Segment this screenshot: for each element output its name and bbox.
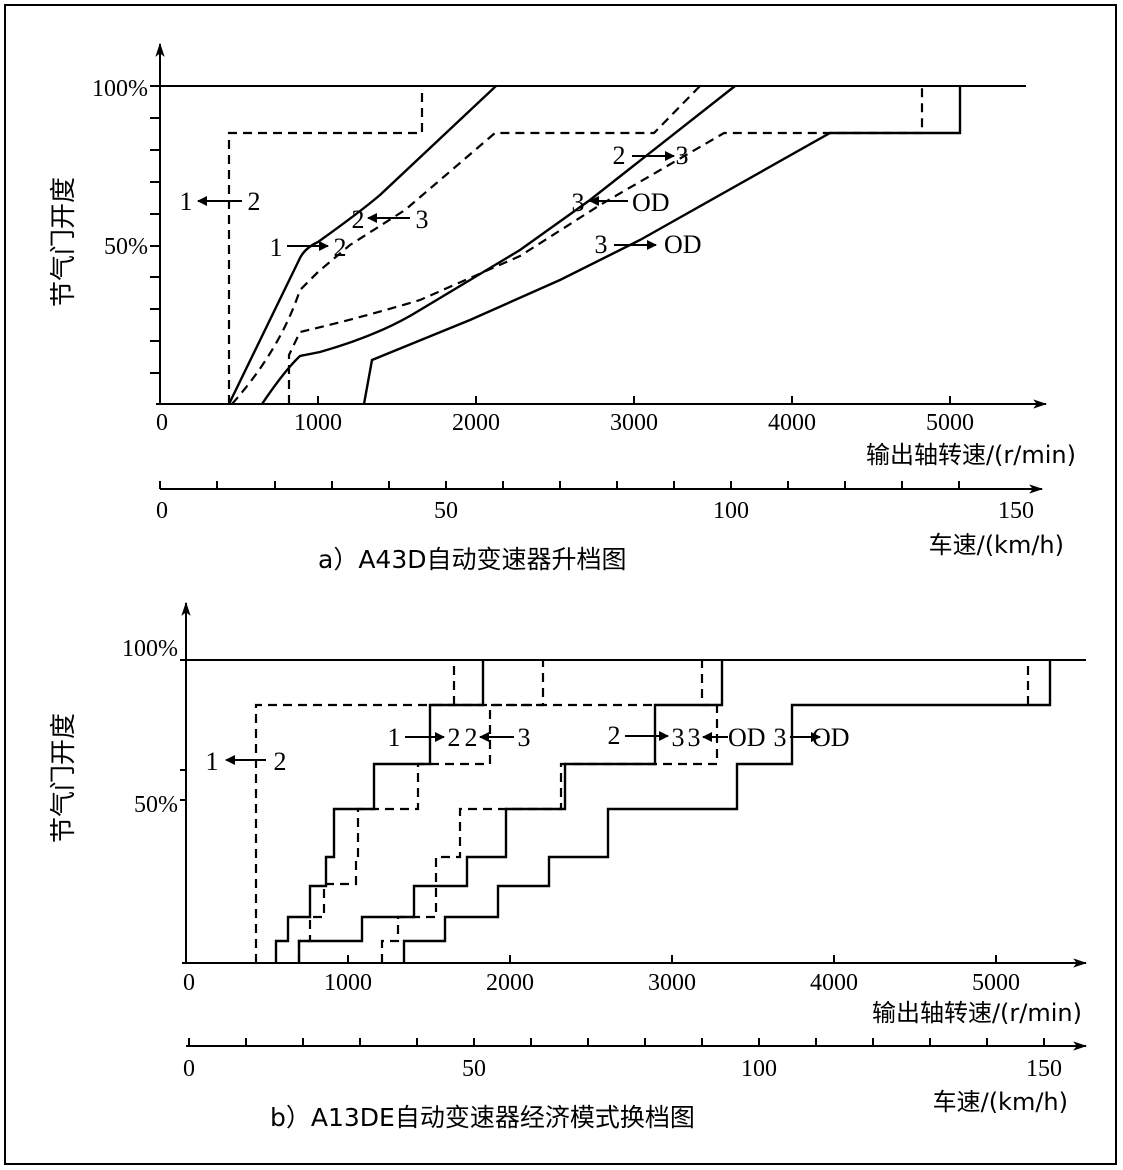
chart-a-shift-3-od-down: [287, 86, 924, 404]
chart-b-shift-2-3-down: [297, 660, 545, 963]
chart-b-ytick-100: 100%: [122, 636, 178, 662]
chart-b-xtick-5000: 5000: [972, 970, 1020, 996]
chart-b-x-ticks: [347, 955, 997, 963]
chart-a-xtick-4000: 4000: [768, 410, 816, 436]
label-num: 1: [270, 233, 283, 262]
chart-b-label-3-od-right: 3 OD: [774, 723, 850, 752]
label-num: 3: [416, 205, 429, 234]
chart-b-xtick-0: 0: [183, 970, 195, 996]
chart-a-x-ticks: [317, 396, 951, 404]
chart-a-shift-2-3-down: [231, 85, 701, 405]
label-num: 3: [676, 141, 689, 170]
chart-a: 100% 50% 节气门开度 0 1000 2000 3000 4000 500…: [49, 42, 1076, 574]
chart-a-shift-2-3-up: [261, 85, 736, 405]
label-num: 3: [672, 723, 685, 752]
chart-a-label-3-od-right: 3 OD: [595, 230, 702, 259]
chart-a-vtick-100: 100: [713, 498, 749, 524]
chart-a-label-2-3-left: 2 3: [352, 205, 429, 234]
chart-a-xtick-1000: 1000: [294, 410, 342, 436]
chart-a-vtick-150: 150: [998, 498, 1034, 524]
chart-b-ytick-50: 50%: [134, 792, 178, 818]
label-num: 3: [572, 188, 585, 217]
chart-a-shift-1-2-up: [227, 85, 497, 405]
chart-b-xlabel: 输出轴转速/(r/min): [872, 999, 1082, 1027]
chart-b-shift-2-3-up: [297, 660, 724, 963]
chart-b-speed-ticks: [188, 1038, 1045, 1046]
chart-a-y-ticks: [150, 85, 160, 374]
figure-border: [4, 4, 1117, 1165]
label-num: 2: [608, 721, 621, 750]
chart-a-speed-ticks: [159, 481, 960, 489]
chart-b-ylabel: 节气门开度: [49, 713, 79, 843]
chart-b-label-2-3-right: 2 3: [608, 721, 685, 752]
chart-a-xlabel: 输出轴转速/(r/min): [866, 441, 1076, 469]
chart-a-xtick-0: 0: [156, 410, 168, 436]
chart-a-label-1-2-left: 1 2: [180, 187, 261, 216]
label-od: OD: [812, 723, 850, 752]
chart-a-shift-3-od-up: [362, 86, 962, 405]
label-num: 2: [274, 747, 287, 776]
chart-b-shift-3-od-up: [402, 660, 1052, 963]
label-num: 1: [206, 747, 219, 776]
label-od: OD: [632, 188, 670, 217]
chart-a-label-1-2-right: 1 2: [270, 233, 347, 262]
chart-b: 100% 50% 节气门开度 0 1000 2000 3000 4000 500…: [49, 601, 1088, 1132]
chart-a-vtick-50: 50: [434, 498, 458, 524]
label-num: 1: [180, 187, 193, 216]
label-num: 2: [613, 141, 626, 170]
chart-a-ytick-100: 100%: [92, 76, 148, 102]
label-num: 1: [388, 723, 401, 752]
chart-b-shift-1-2-up: [274, 660, 485, 963]
label-num: 2: [448, 723, 461, 752]
chart-b-label-1-2-left: 1 2: [206, 747, 287, 776]
label-num: 3: [518, 723, 531, 752]
chart-a-ytick-50: 50%: [104, 234, 148, 260]
chart-a-xtick-2000: 2000: [452, 410, 500, 436]
chart-b-label-2-3-left: 2 3: [465, 723, 531, 752]
chart-a-vtick-0: 0: [156, 498, 168, 524]
chart-a-caption: a）A43D自动变速器升档图: [318, 545, 627, 574]
chart-b-vtick-100: 100: [741, 1056, 777, 1082]
chart-a-ylabel: 节气门开度: [49, 177, 79, 307]
label-num: 2: [248, 187, 261, 216]
chart-b-xtick-2000: 2000: [486, 970, 534, 996]
chart-a-x2label: 车速/(km/h): [929, 531, 1064, 559]
chart-b-vtick-150: 150: [1026, 1056, 1062, 1082]
label-num: 3: [688, 723, 701, 752]
chart-a-shift-1-2-down: [227, 86, 424, 404]
label-od: OD: [728, 723, 766, 752]
chart-b-xtick-4000: 4000: [810, 970, 858, 996]
label-num: 3: [774, 723, 787, 752]
chart-b-caption: b）A13DE自动变速器经济模式换档图: [270, 1103, 695, 1132]
chart-b-label-3-od-left: 3 OD: [688, 723, 766, 752]
chart-a-xtick-3000: 3000: [610, 410, 658, 436]
label-num: 2: [352, 205, 365, 234]
chart-b-x2label: 车速/(km/h): [933, 1088, 1068, 1116]
label-num: 3: [595, 230, 608, 259]
chart-b-xtick-3000: 3000: [648, 970, 696, 996]
chart-a-label-2-3-right: 2 3: [613, 141, 689, 170]
chart-a-label-3-od-left: 3 OD: [572, 188, 670, 217]
chart-a-xtick-5000: 5000: [926, 410, 974, 436]
chart-b-y-ticks: [180, 659, 186, 801]
label-num: 2: [334, 233, 347, 262]
label-od: OD: [664, 230, 702, 259]
label-num: 2: [465, 723, 478, 752]
chart-b-label-1-2-right: 1 2: [388, 723, 461, 752]
chart-b-xtick-1000: 1000: [324, 970, 372, 996]
chart-b-vtick-50: 50: [462, 1056, 486, 1082]
chart-b-shift-1-2-down: [254, 660, 1030, 963]
chart-b-vtick-0: 0: [183, 1056, 195, 1082]
